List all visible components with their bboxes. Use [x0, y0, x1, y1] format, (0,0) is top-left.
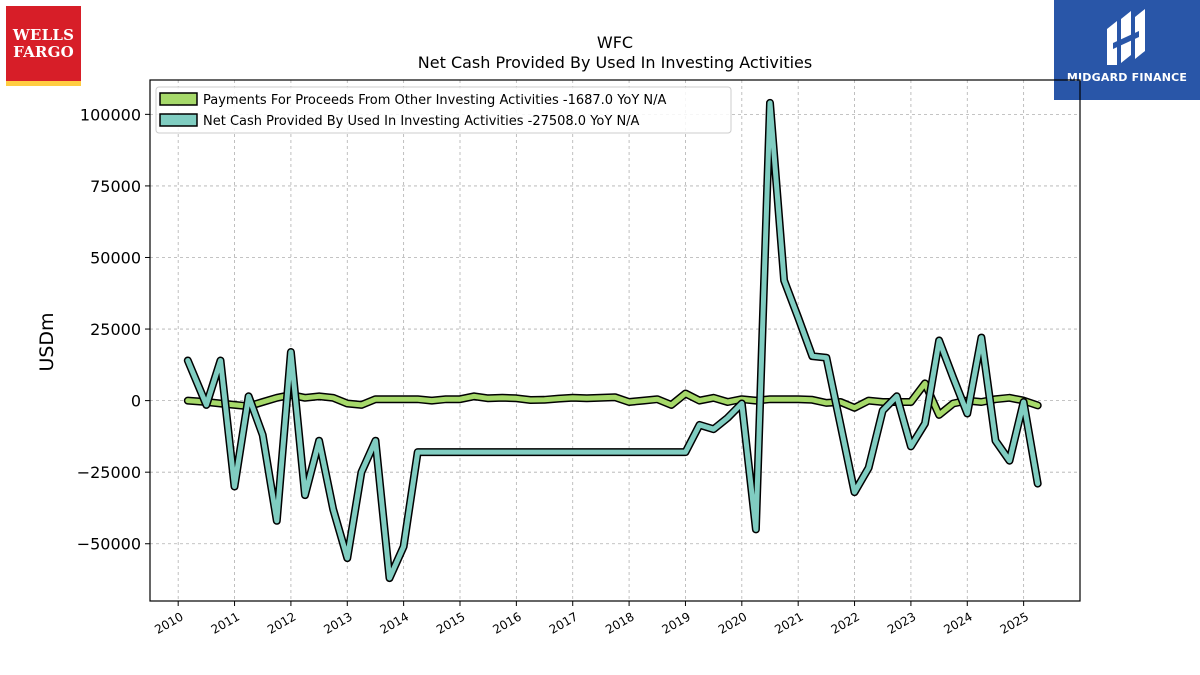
- x-tick-label: 2019: [660, 609, 693, 636]
- x-tick-label: 2015: [434, 609, 467, 636]
- legend-swatch-other-investing: [159, 92, 198, 106]
- chart-title: WFC: [597, 33, 633, 52]
- y-tick-label: −25000: [77, 463, 141, 482]
- legend-swatch-net-investing: [159, 113, 198, 127]
- logo-left-line2: FARGO: [13, 42, 74, 61]
- y-tick-label: −50000: [77, 535, 141, 554]
- x-tick-label: 2011: [209, 609, 242, 636]
- legend-label-net-investing: Net Cash Provided By Used In Investing A…: [203, 114, 640, 129]
- series-outline-net-investing: [183, 98, 1042, 583]
- midgard-finance-logo: MIDGARD FINANCE: [1054, 0, 1200, 100]
- x-tick-label: 2017: [547, 609, 580, 636]
- series-line-net-investing: [185, 100, 1041, 581]
- x-tick-label: 2022: [829, 609, 862, 636]
- chart-subtitle: Net Cash Provided By Used In Investing A…: [418, 53, 812, 72]
- x-tick-label: 2018: [603, 609, 636, 636]
- x-tick-label: 2023: [885, 609, 918, 636]
- series-lines: [183, 98, 1042, 583]
- legend-label-other-investing: Payments For Proceeds From Other Investi…: [203, 93, 667, 108]
- x-tick-label: 2010: [152, 609, 185, 636]
- x-tick-label: 2016: [490, 609, 523, 636]
- legend: Payments For Proceeds From Other Investi…: [155, 86, 732, 134]
- y-tick-label: 25000: [90, 320, 141, 339]
- y-tick-label: 100000: [80, 105, 141, 124]
- series-line-other-investing: [185, 380, 1041, 418]
- y-tick-label: 50000: [90, 248, 141, 267]
- y-axis-label: USDm: [36, 312, 58, 371]
- x-tick-label: 2020: [716, 609, 749, 636]
- x-tick-label: 2024: [941, 609, 974, 636]
- y-tick-label: 0: [131, 392, 141, 411]
- x-tick-label: 2013: [321, 609, 354, 636]
- x-tick-label: 2014: [378, 609, 411, 636]
- midgard-finance-mark: [1107, 9, 1145, 65]
- x-tick-label: 2025: [998, 609, 1031, 636]
- y-tick-label: 75000: [90, 177, 141, 196]
- x-tick-label: 2021: [772, 609, 805, 636]
- legend-box: [155, 86, 732, 134]
- logo-right-text: MIDGARD FINANCE: [1066, 71, 1188, 84]
- plot-frame: [149, 79, 1081, 602]
- x-tick-label: 2012: [265, 609, 298, 636]
- gridlines: [150, 80, 1080, 601]
- wells-fargo-logo: WELLS FARGO: [6, 6, 81, 86]
- logo-left-line1: WELLS: [12, 25, 75, 44]
